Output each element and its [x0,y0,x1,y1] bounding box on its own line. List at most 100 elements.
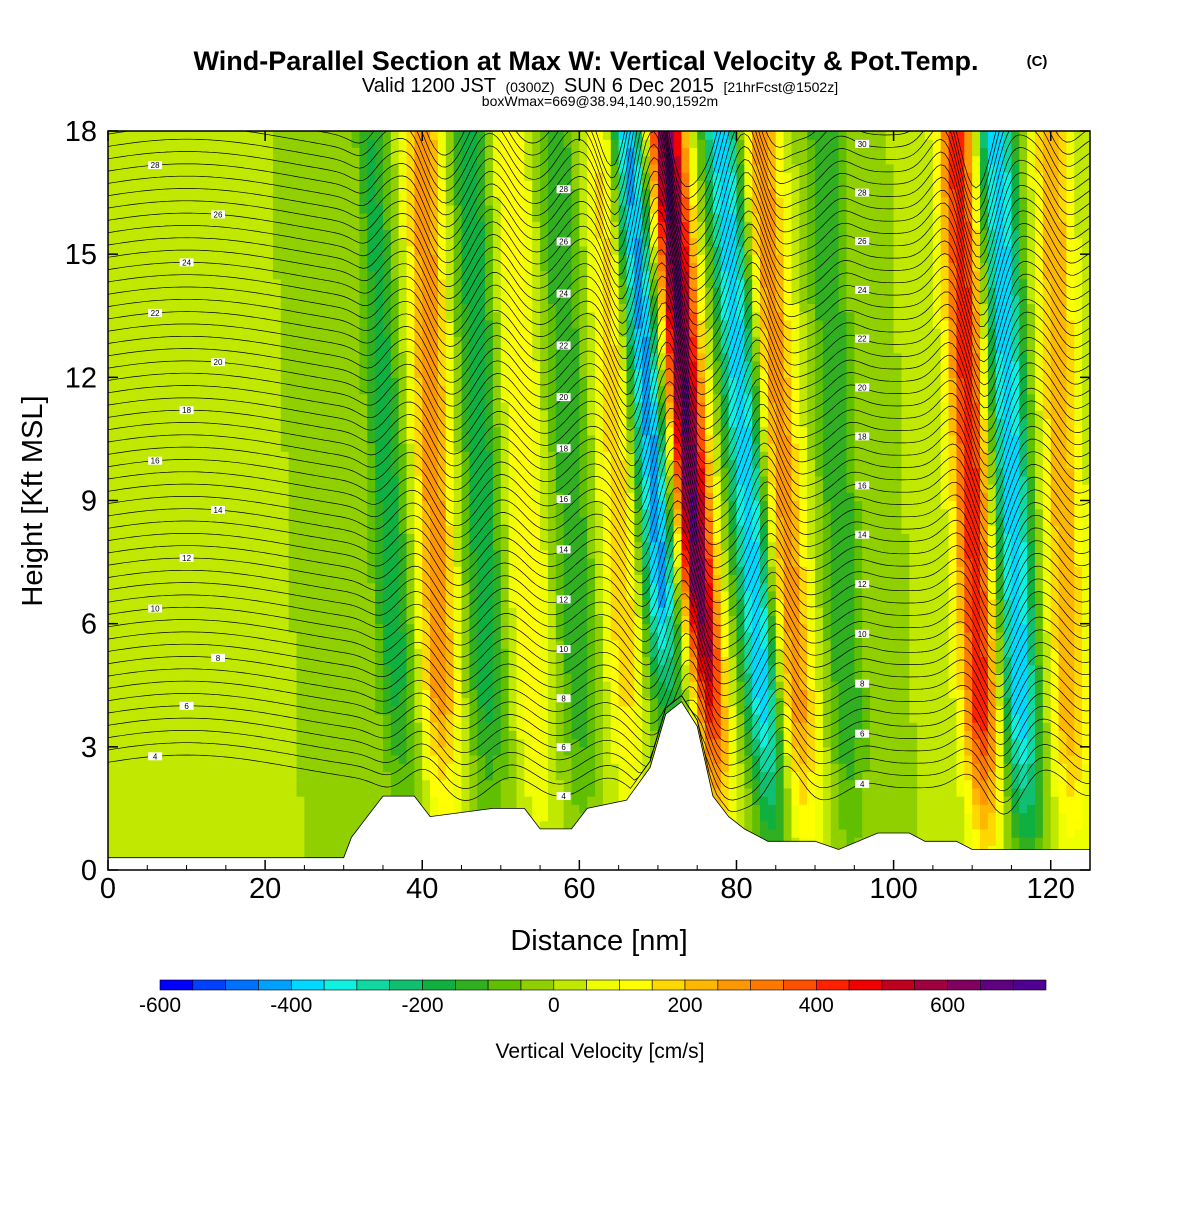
velocity-cell [516,689,525,699]
velocity-cell [233,131,243,140]
velocity-cell [257,254,266,263]
velocity-cell [461,599,470,608]
velocity-cell [390,385,400,395]
velocity-cell [249,820,258,830]
velocity-cell [327,188,337,198]
velocity-cell [422,352,431,362]
velocity-cell [422,582,431,592]
velocity-cell [233,508,243,518]
velocity-cell [115,467,125,477]
velocity-cell [147,631,156,641]
velocity-cell [335,221,345,231]
velocity-cell [202,508,211,518]
velocity-cell [437,541,447,551]
velocity-cell [194,845,203,855]
velocity-cell [367,180,376,190]
velocity-cell [115,147,125,157]
velocity-cell [288,303,298,313]
velocity-cell [516,492,525,502]
velocity-cell [461,139,470,149]
velocity-cell [414,796,423,805]
velocity-cell [139,500,148,510]
velocity-cell [280,467,290,477]
velocity-cell [265,131,274,140]
velocity-cell [343,196,353,206]
velocity-cell [367,484,376,493]
velocity-cell [375,746,384,756]
velocity-cell [382,401,392,411]
velocity-cell [469,237,478,247]
velocity-cell [139,245,148,255]
velocity-cell [320,648,329,658]
velocity-cell [492,270,502,280]
velocity-cell [524,131,533,140]
velocity-cell [343,139,353,149]
velocity-cell [406,131,415,140]
velocity-cell [186,533,196,543]
velocity-cell [217,131,227,140]
velocity-cell [162,623,172,633]
chart-subtitle: Valid 1200 JST (0300Z) SUN 6 Dec 2015 [2… [362,75,838,97]
velocity-cell [170,155,180,165]
velocity-cell [194,303,203,313]
velocity-cell [335,631,345,641]
velocity-cell [217,648,227,658]
velocity-cell [343,820,353,830]
velocity-cell [288,796,298,805]
velocity-cell [351,172,360,181]
velocity-cell [249,295,258,305]
velocity-cell [320,245,329,255]
velocity-cell [500,147,510,157]
velocity-cell [131,237,141,247]
velocity-cell [115,369,125,378]
velocity-cell [500,426,510,436]
subtitle-date: SUN 6 Dec 2015 [564,75,714,97]
velocity-cell [312,508,321,518]
velocity-cell [288,828,298,838]
velocity-cell [249,352,258,362]
velocity-cell [155,631,164,641]
velocity-cell [453,763,463,773]
velocity-cell [296,131,305,140]
velocity-cell [265,369,274,378]
velocity-cell [265,475,274,485]
velocity-cell [155,697,164,707]
velocity-cell [288,262,298,272]
velocity-cell [351,369,360,378]
velocity-cell [217,533,227,543]
velocity-cell [437,319,447,329]
velocity-cell [241,763,251,773]
velocity-cell [492,533,502,543]
velocity-cell [327,763,337,773]
velocity-cell [516,287,525,296]
velocity-cell [312,746,321,756]
velocity-cell [508,188,518,198]
velocity-cell [225,311,235,321]
velocity-cell [461,451,470,461]
velocity-cell [272,656,282,666]
velocity-cell [524,270,533,280]
velocity-cell [477,804,486,814]
velocity-cell [351,804,360,814]
velocity-cell [461,705,470,715]
velocity-cell [225,254,235,263]
velocity-cell [445,287,455,296]
velocity-cell [406,656,415,666]
velocity-cell [453,311,463,321]
velocity-cell [335,344,345,354]
velocity-cell [210,623,219,633]
velocity-cell [390,188,400,198]
velocity-cell [422,656,431,666]
velocity-cell [437,697,447,707]
velocity-cell [532,278,541,288]
velocity-cell [453,656,463,666]
velocity-cell [123,787,133,797]
velocity-cell [280,837,290,846]
velocity-cell [312,722,321,732]
velocity-cell [131,467,141,477]
velocity-cell [422,303,431,313]
velocity-cell [351,755,360,764]
velocity-cell [312,582,321,592]
velocity-cell [108,722,117,732]
velocity-cell [359,804,368,814]
